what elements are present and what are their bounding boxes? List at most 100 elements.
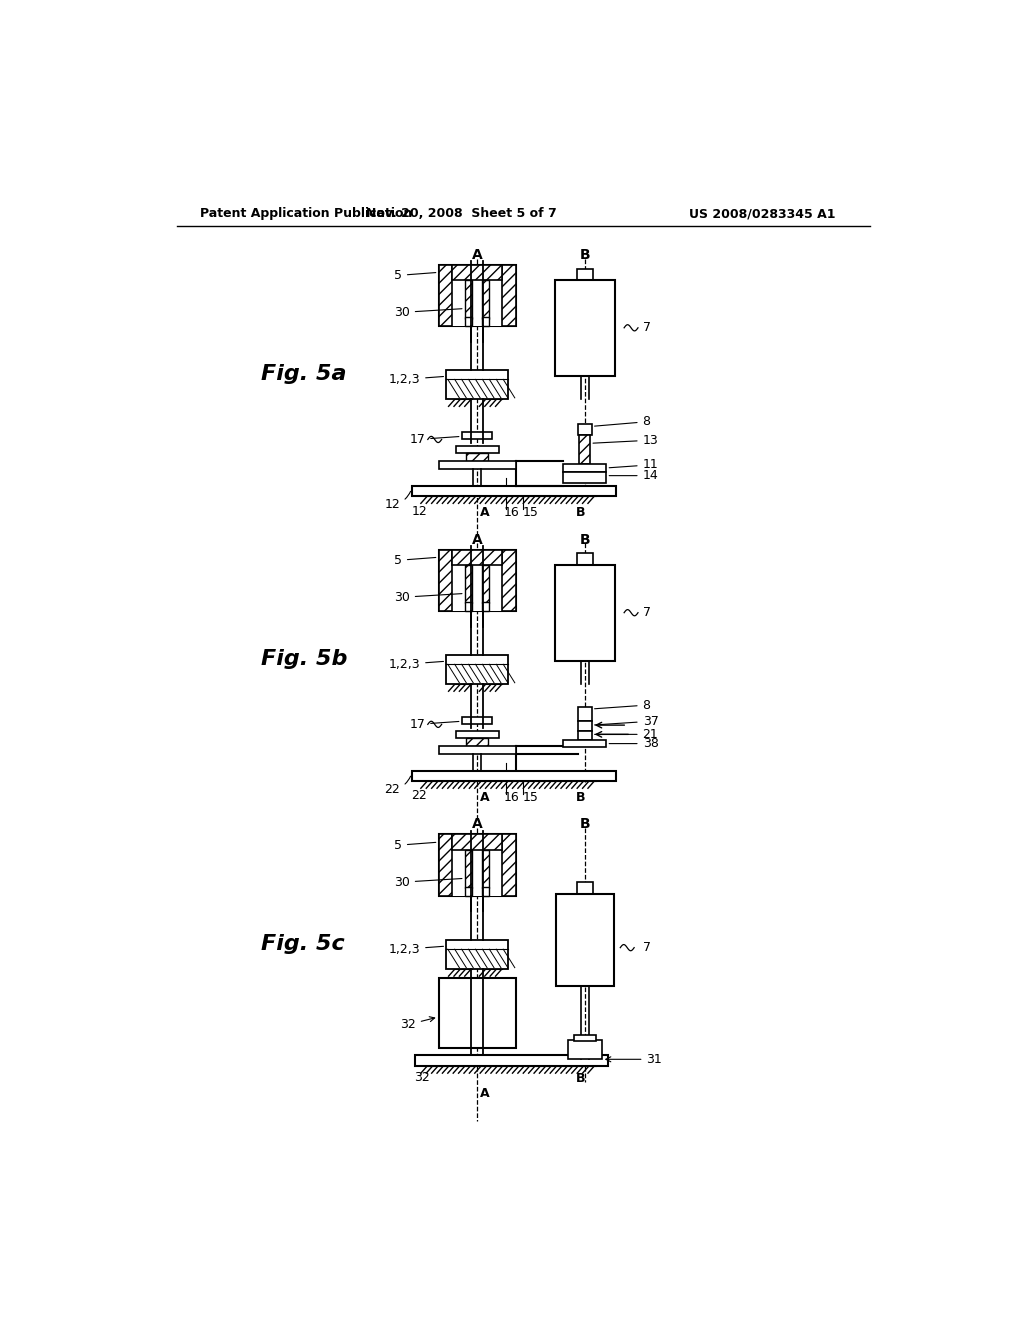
Bar [438, 265, 515, 326]
Text: Fig. 5a: Fig. 5a [261, 364, 347, 384]
Text: 1,2,3: 1,2,3 [388, 657, 443, 671]
Bar [453, 549, 502, 565]
Text: 31: 31 [606, 1053, 663, 1065]
Bar [438, 978, 515, 1048]
Text: 5: 5 [394, 554, 436, 566]
Bar [465, 602, 472, 611]
Text: B: B [580, 532, 590, 546]
Text: 15: 15 [523, 791, 539, 804]
Bar [578, 708, 592, 721]
Text: 15: 15 [523, 506, 539, 519]
Text: 32: 32 [400, 1016, 434, 1031]
Text: 12: 12 [412, 504, 427, 517]
Bar [465, 565, 472, 603]
Bar [502, 265, 515, 326]
Text: 1,2,3: 1,2,3 [388, 942, 443, 956]
Text: 7: 7 [643, 606, 650, 619]
Text: B: B [577, 1072, 586, 1085]
Text: A: A [480, 791, 489, 804]
Bar [453, 565, 502, 611]
Bar [481, 565, 489, 603]
Text: Patent Application Publication: Patent Application Publication [200, 207, 413, 220]
Bar [574, 1035, 596, 1040]
Bar [466, 738, 487, 746]
Text: 8: 8 [595, 416, 650, 428]
Text: 21: 21 [595, 727, 658, 741]
Text: 38: 38 [609, 737, 658, 750]
Bar [578, 721, 592, 730]
Bar [466, 453, 487, 461]
Bar [438, 461, 515, 469]
Text: 7: 7 [643, 941, 650, 954]
Bar [438, 549, 453, 611]
Bar [438, 834, 515, 850]
Bar [556, 894, 614, 986]
Bar [481, 602, 489, 611]
Text: 13: 13 [593, 434, 658, 446]
Bar [481, 887, 489, 896]
Bar [462, 432, 493, 440]
Bar [568, 1040, 602, 1059]
Bar [453, 264, 502, 280]
Bar [465, 887, 472, 896]
Bar [456, 446, 499, 453]
Bar [438, 265, 515, 326]
Bar [465, 317, 472, 326]
Text: 37: 37 [595, 714, 658, 727]
Text: 16: 16 [504, 791, 519, 804]
Bar [412, 771, 615, 781]
Text: A: A [480, 1088, 489, 1101]
Bar [453, 834, 502, 850]
Bar [438, 549, 515, 565]
Text: A: A [472, 817, 482, 832]
Text: Fig. 5b: Fig. 5b [261, 649, 348, 669]
Bar [453, 850, 502, 896]
Bar [563, 465, 606, 471]
Bar [578, 730, 592, 739]
Bar [502, 549, 515, 611]
Bar [481, 280, 489, 318]
Bar [438, 834, 515, 896]
Bar [462, 717, 493, 725]
Text: 17: 17 [410, 433, 459, 446]
Bar [555, 565, 614, 661]
Bar [456, 730, 499, 738]
Text: 22: 22 [384, 776, 411, 796]
Bar [438, 265, 453, 326]
Bar [438, 549, 515, 611]
Text: 22: 22 [412, 789, 427, 803]
Text: US 2008/0283345 A1: US 2008/0283345 A1 [689, 207, 836, 220]
Bar [453, 280, 502, 326]
Text: 5: 5 [394, 838, 436, 851]
Bar [465, 850, 472, 888]
Bar [438, 834, 515, 896]
Bar [578, 424, 592, 434]
Text: 30: 30 [394, 875, 462, 888]
Text: B: B [580, 817, 590, 832]
Bar [438, 834, 453, 896]
Text: Fig. 5c: Fig. 5c [261, 933, 345, 954]
Bar [438, 549, 453, 611]
Text: 1,2,3: 1,2,3 [388, 372, 443, 385]
Bar [555, 280, 614, 376]
Bar [502, 834, 515, 896]
Text: 16: 16 [504, 506, 519, 519]
Text: 30: 30 [394, 306, 462, 319]
Bar [578, 268, 593, 280]
Text: B: B [577, 791, 586, 804]
Text: 8: 8 [595, 698, 650, 711]
Text: 17: 17 [410, 718, 459, 731]
Bar [481, 317, 489, 326]
Bar [578, 553, 593, 565]
Text: 32: 32 [414, 1071, 430, 1084]
Bar [502, 834, 515, 896]
Bar [446, 940, 508, 969]
Text: A: A [480, 506, 489, 519]
Bar [502, 265, 515, 326]
Text: 30: 30 [394, 591, 462, 603]
Text: B: B [580, 248, 590, 261]
Bar [481, 850, 489, 888]
Bar [578, 882, 593, 894]
Text: B: B [577, 506, 586, 519]
Bar [563, 739, 606, 747]
